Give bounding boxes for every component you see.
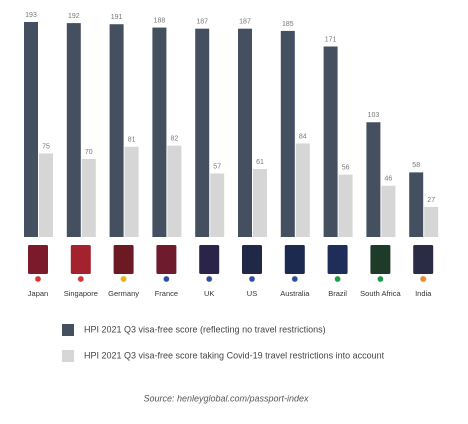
flag xyxy=(205,275,213,283)
value-label: 103 xyxy=(368,112,380,119)
bar xyxy=(39,153,53,237)
value-label: 171 xyxy=(325,36,337,43)
passport xyxy=(242,245,262,274)
flag xyxy=(419,275,427,283)
source: Source: henleyglobal.com/passport-index xyxy=(143,393,309,403)
category-label: Japan xyxy=(28,289,48,298)
bar xyxy=(210,173,225,237)
passport xyxy=(113,245,134,274)
passport xyxy=(370,245,391,274)
value-label: 56 xyxy=(342,164,350,171)
legend-label: HPI 2021 Q3 visa-free score (reflecting … xyxy=(84,324,326,334)
bar xyxy=(124,146,139,237)
value-label: 61 xyxy=(256,159,264,166)
bar xyxy=(280,30,295,237)
category-label: Australia xyxy=(280,289,310,298)
value-label: 82 xyxy=(171,135,179,142)
category-label: US xyxy=(247,289,257,298)
value-label: 193 xyxy=(25,12,37,19)
category-label: UK xyxy=(204,289,214,298)
flag xyxy=(34,275,42,283)
value-label: 187 xyxy=(239,19,251,26)
bar xyxy=(381,185,396,237)
passport xyxy=(413,245,434,274)
flag xyxy=(377,275,384,283)
value-label: 191 xyxy=(111,14,123,21)
category-label: France xyxy=(155,289,178,298)
flag xyxy=(120,275,127,283)
value-label: 46 xyxy=(385,176,393,183)
value-label: 84 xyxy=(299,133,307,140)
bar xyxy=(109,24,124,238)
bar xyxy=(81,159,96,237)
category-label: Brazil xyxy=(328,289,347,298)
bar xyxy=(409,172,424,237)
flag xyxy=(163,275,170,283)
bar xyxy=(323,46,338,238)
flag xyxy=(77,275,85,283)
passport xyxy=(156,245,177,274)
value-label: 58 xyxy=(412,162,420,169)
value-label: 192 xyxy=(68,13,80,20)
bar xyxy=(295,143,310,237)
value-label: 187 xyxy=(196,19,208,26)
legend-label: HPI 2021 Q3 visa-free score taking Covid… xyxy=(84,350,385,360)
passport xyxy=(284,245,305,274)
flag xyxy=(291,275,299,283)
bar xyxy=(66,23,81,237)
legend-swatch xyxy=(62,324,74,336)
passport xyxy=(327,245,348,274)
bar xyxy=(424,206,439,237)
category-label: Singapore xyxy=(64,289,98,298)
passport xyxy=(70,245,91,274)
bar xyxy=(195,28,210,237)
bar xyxy=(253,169,267,237)
value-label: 81 xyxy=(128,137,136,144)
bar xyxy=(24,21,38,237)
passport xyxy=(28,245,48,274)
category-label: India xyxy=(415,289,432,298)
flag xyxy=(334,275,341,283)
value-label: 27 xyxy=(427,197,435,204)
bar xyxy=(238,28,252,237)
legend-swatch xyxy=(62,350,74,362)
passport xyxy=(199,245,220,274)
value-label: 57 xyxy=(213,163,221,170)
value-label: 75 xyxy=(42,143,50,150)
bar xyxy=(338,174,353,237)
category-label: Germany xyxy=(108,289,139,298)
value-label: 70 xyxy=(85,149,93,156)
value-label: 188 xyxy=(154,17,166,24)
value-label: 185 xyxy=(282,21,294,28)
bar xyxy=(167,145,182,237)
bar xyxy=(366,122,381,237)
flag xyxy=(248,275,256,283)
bar xyxy=(152,27,167,238)
category-label: South Africa xyxy=(360,289,401,298)
